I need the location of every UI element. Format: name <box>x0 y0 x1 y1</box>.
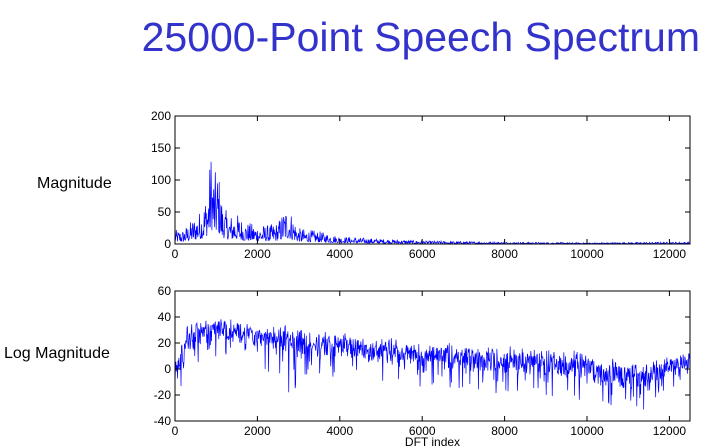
y-tick-label: 20 <box>158 336 172 350</box>
magnitude-panel-label: Magnitude <box>37 175 112 192</box>
x-tick-label: 4000 <box>326 424 353 438</box>
y-tick-label: 150 <box>151 141 171 155</box>
axes-box-1 <box>174 290 691 422</box>
x-tick-label: 0 <box>172 424 179 438</box>
x-tick-label: 8000 <box>491 247 518 261</box>
y-tick-label: 60 <box>158 284 172 298</box>
x-axis-label: DFT index <box>405 435 460 448</box>
x-tick-label: 0 <box>172 247 179 261</box>
magnitude-plot: 0 2000 4000 6000 8000 10000 12000 0 50 100 150 200 <box>151 109 691 261</box>
series-line-1 <box>174 319 691 410</box>
x-tick-label: 8000 <box>491 424 518 438</box>
x-tick-label: 10000 <box>570 247 604 261</box>
log-magnitude-panel-label: Log Magnitude <box>4 345 110 362</box>
y-tick-label: 200 <box>151 109 171 123</box>
y-tick-label: -20 <box>154 388 172 402</box>
y-tick-label: -40 <box>154 414 172 428</box>
x-tick-label: 12000 <box>653 424 687 438</box>
y-tick-label: 100 <box>151 173 171 187</box>
x-tick-label: 6000 <box>409 424 436 438</box>
axes-box-0 <box>174 115 691 245</box>
y-tick-label: 50 <box>158 205 172 219</box>
series-line-0 <box>174 161 691 245</box>
y-tick-label: 40 <box>158 310 172 324</box>
x-tick-label: 4000 <box>326 247 353 261</box>
y-tick-label: 0 <box>164 362 171 376</box>
x-tick-label: 2000 <box>244 424 271 438</box>
x-tick-label: 2000 <box>244 247 271 261</box>
x-tick-label: 6000 <box>409 247 436 261</box>
x-tick-label: 12000 <box>653 247 687 261</box>
y-tick-label: 0 <box>164 237 171 251</box>
x-tick-label: 10000 <box>570 424 604 438</box>
log-magnitude-plot: 0 2000 4000 6000 8000 10000 12000 -40 -20 0 20 40 60… <box>154 284 691 448</box>
slide-title: 25000-Point Speech Spectrum <box>141 14 700 60</box>
